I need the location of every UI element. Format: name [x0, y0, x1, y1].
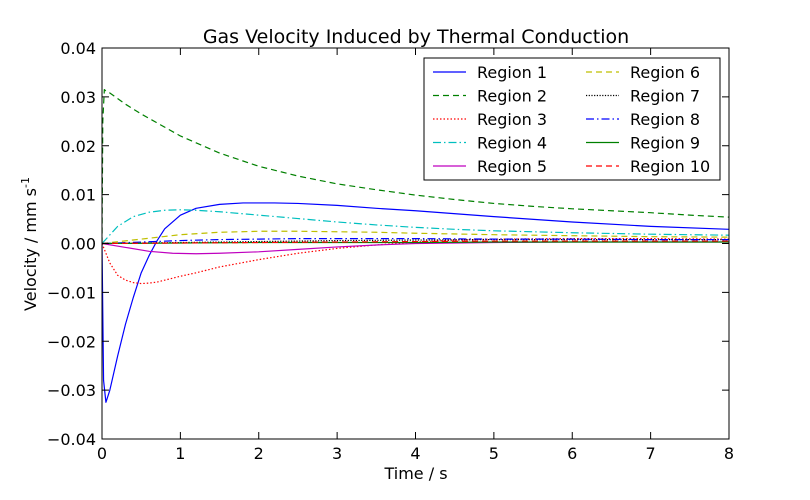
- legend-label-region-4: Region 4: [477, 134, 547, 153]
- y-axis-label-superscript: -1: [19, 177, 32, 188]
- y-tick-label: 0.04: [60, 39, 96, 58]
- x-tick-label: 8: [724, 444, 734, 463]
- y-tick-label: 0.03: [60, 88, 96, 107]
- legend-frame: [423, 57, 721, 181]
- x-tick-label: 5: [489, 444, 499, 463]
- y-tick-label: −0.01: [47, 283, 96, 302]
- y-tick-label: 0.02: [60, 137, 96, 156]
- legend-label-region-9: Region 9: [630, 134, 700, 153]
- legend-label-region-3: Region 3: [477, 110, 547, 129]
- series-line-region-10: [102, 240, 729, 245]
- y-tick-label: −0.02: [47, 332, 96, 351]
- y-axis-label: Velocity / mm s-1: [19, 177, 40, 311]
- series-line-region-8: [102, 238, 729, 245]
- legend-label-region-1: Region 1: [477, 63, 547, 82]
- x-tick-label: 6: [567, 444, 577, 463]
- series-line-region-6: [102, 230, 729, 245]
- x-tick-label: 0: [97, 444, 107, 463]
- y-tick-label: 0.00: [60, 235, 96, 254]
- legend-label-region-5: Region 5: [477, 157, 547, 176]
- series-line-region-2: [102, 88, 729, 244]
- plot-area: 0 1 2 3 4 5 6 7 8 −0.04 −0.03 −0.02 −0.01 0.00 0.01 0.0…: [47, 39, 734, 463]
- y-axis-label-main: Velocity / mm s: [21, 188, 40, 311]
- y-tick-label: −0.04: [47, 430, 96, 449]
- legend-label-region-2: Region 2: [477, 87, 547, 106]
- legend: Region 1 Region 2 Region 3 Region 4 Region 5…: [423, 57, 721, 181]
- y-tick-label: −0.03: [47, 381, 96, 400]
- legend-label-region-6: Region 6: [630, 63, 700, 82]
- series-line-region-4: [102, 209, 729, 244]
- chart-title: Gas Velocity Induced by Thermal Conducti…: [203, 26, 629, 48]
- x-tick-label: 3: [332, 444, 342, 463]
- legend-label-region-10: Region 10: [630, 157, 710, 176]
- x-tick-label: 1: [175, 444, 185, 463]
- legend-label-region-8: Region 8: [630, 110, 700, 129]
- tick-layer: 0 1 2 3 4 5 6 7 8 −0.04 −0.03 −0.02 −0.01 0.00 0.01 0.0…: [47, 39, 734, 463]
- series-line-region-1: [102, 202, 729, 403]
- x-tick-label: 2: [254, 444, 264, 463]
- x-axis-label: Time / s: [383, 464, 447, 483]
- x-tick-label: 4: [410, 444, 420, 463]
- x-tick-label: 7: [646, 444, 656, 463]
- series-line-region-7: [102, 238, 729, 245]
- series-layer: [102, 88, 729, 403]
- y-tick-label: 0.01: [60, 186, 96, 205]
- legend-label-region-7: Region 7: [630, 87, 700, 106]
